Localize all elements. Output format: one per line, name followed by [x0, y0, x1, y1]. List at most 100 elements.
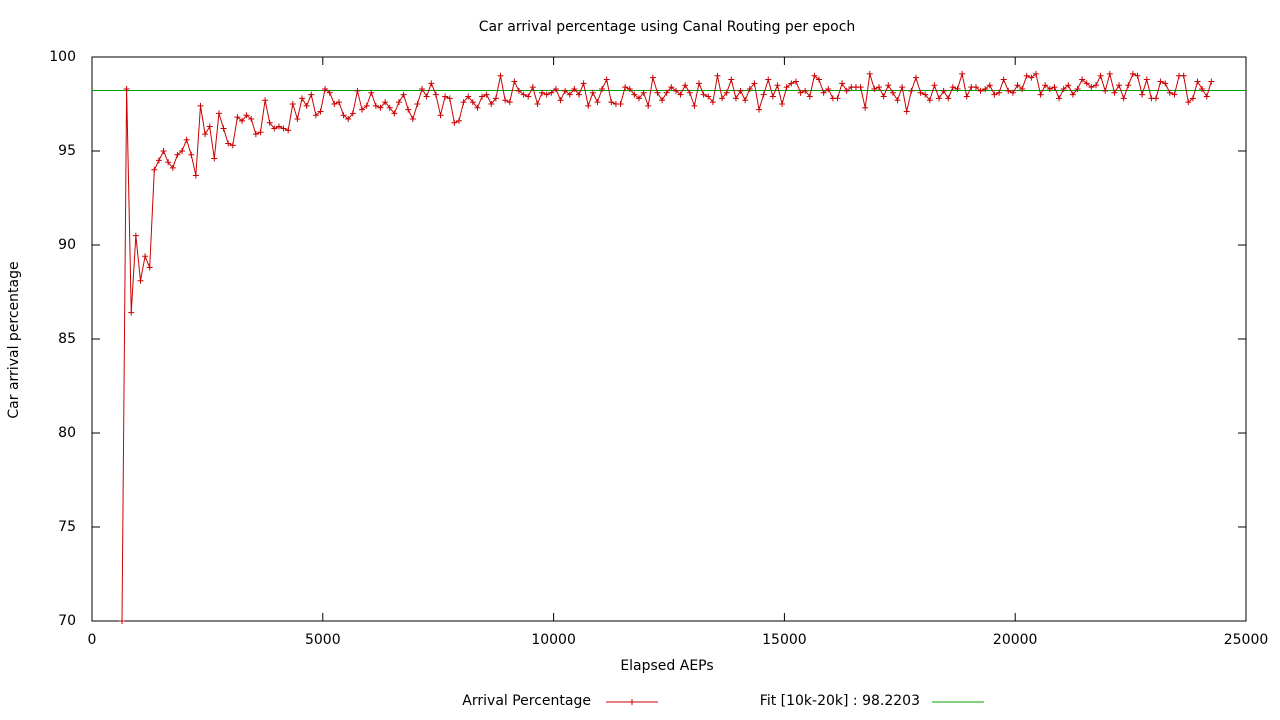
point [820, 89, 827, 96]
point [165, 159, 172, 166]
point [142, 253, 149, 260]
point [543, 91, 550, 98]
chart-title: Car arrival percentage using Canal Routi… [479, 19, 856, 35]
point [1069, 91, 1076, 98]
point [871, 85, 878, 92]
point [1102, 87, 1109, 94]
point [949, 84, 956, 91]
point [640, 89, 647, 96]
x-tick-label: 10000 [531, 632, 576, 648]
point [548, 89, 555, 96]
point [442, 93, 449, 100]
point [119, 618, 126, 624]
point [654, 89, 661, 96]
point [691, 102, 698, 109]
point [179, 148, 186, 154]
point [483, 91, 490, 98]
point [262, 97, 269, 104]
point [455, 117, 462, 124]
point [599, 85, 606, 92]
series-line [121, 71, 1212, 622]
point [474, 104, 481, 111]
point [631, 91, 638, 98]
point [1134, 72, 1141, 79]
point [977, 87, 984, 94]
point [322, 85, 329, 92]
point [451, 119, 458, 126]
point [903, 108, 910, 115]
point [502, 97, 509, 104]
y-axis-label: Car arrival percentage [6, 261, 22, 418]
point [1032, 70, 1039, 77]
point [414, 101, 421, 107]
point [922, 91, 929, 98]
point [1046, 85, 1053, 92]
point [539, 89, 546, 96]
y-tick-label: 80 [58, 425, 76, 441]
point [239, 117, 246, 124]
point [1060, 85, 1067, 92]
point [1009, 89, 1016, 96]
point [594, 99, 601, 106]
point [562, 87, 569, 94]
point [996, 89, 1003, 96]
point [1166, 89, 1173, 96]
point [622, 84, 629, 91]
y-tick-label: 95 [58, 143, 76, 159]
x-tick-label: 0 [88, 632, 97, 648]
point [1106, 70, 1113, 77]
point [520, 91, 527, 98]
point [1194, 78, 1201, 85]
point [428, 80, 435, 87]
point [1111, 89, 1118, 96]
point [889, 89, 896, 96]
point [391, 110, 398, 117]
point [728, 76, 735, 83]
point [137, 277, 144, 284]
point [649, 74, 656, 81]
point [1199, 85, 1206, 92]
y-tick-label: 75 [58, 519, 76, 535]
point [580, 80, 587, 87]
y-tick-label: 70 [58, 613, 76, 629]
point [1208, 78, 1215, 85]
x-tick-label: 15000 [762, 632, 807, 648]
point [774, 82, 781, 89]
point [880, 93, 887, 100]
point [719, 95, 726, 102]
point [437, 112, 444, 119]
point [1180, 72, 1187, 79]
point [552, 85, 559, 92]
point [469, 99, 476, 106]
point [312, 112, 319, 119]
point [792, 78, 799, 85]
point [285, 127, 292, 134]
point [340, 112, 347, 119]
point [202, 131, 209, 138]
point [363, 102, 370, 109]
point [589, 89, 596, 96]
point [972, 84, 979, 91]
point [234, 114, 241, 121]
point [229, 142, 236, 149]
point [1129, 70, 1136, 77]
point [317, 108, 324, 115]
point [1143, 76, 1150, 83]
point [1028, 74, 1035, 81]
y-tick-label: 90 [58, 237, 76, 253]
point [146, 264, 153, 271]
point [1120, 95, 1127, 102]
point [488, 101, 495, 107]
point [1079, 76, 1086, 83]
point [783, 84, 790, 91]
point [746, 85, 753, 92]
point [696, 80, 703, 87]
point [1092, 82, 1099, 89]
point [1083, 80, 1090, 87]
point [732, 95, 739, 102]
point [876, 84, 883, 91]
point [797, 89, 804, 96]
point [936, 95, 943, 102]
point [899, 84, 906, 91]
